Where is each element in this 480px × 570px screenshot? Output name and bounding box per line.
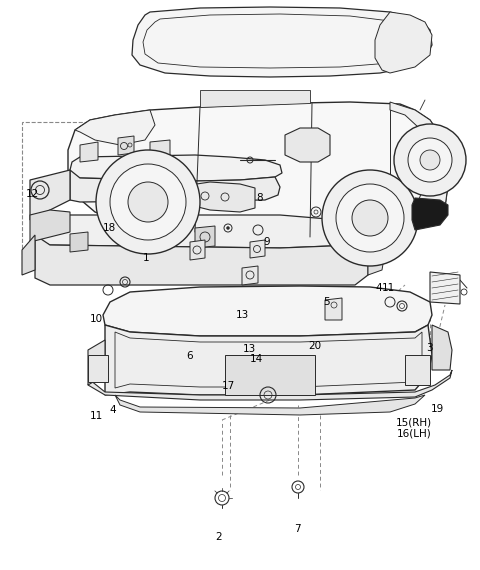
Polygon shape (80, 142, 98, 162)
Polygon shape (225, 355, 315, 395)
Polygon shape (242, 266, 258, 285)
Text: 3: 3 (426, 343, 433, 353)
Polygon shape (132, 7, 432, 77)
Text: 20: 20 (308, 341, 321, 351)
Circle shape (227, 226, 229, 230)
Polygon shape (285, 128, 330, 162)
Polygon shape (368, 235, 385, 275)
Circle shape (110, 164, 186, 240)
Polygon shape (88, 340, 105, 385)
Circle shape (420, 150, 440, 170)
Polygon shape (432, 325, 452, 370)
Polygon shape (88, 355, 108, 382)
Text: 1: 1 (143, 253, 150, 263)
Text: 18: 18 (103, 223, 116, 233)
Polygon shape (68, 102, 448, 237)
Polygon shape (325, 298, 342, 320)
Text: 11: 11 (382, 283, 396, 293)
Polygon shape (390, 102, 448, 233)
Polygon shape (70, 155, 282, 181)
Polygon shape (22, 235, 35, 275)
Text: 7: 7 (294, 524, 301, 534)
Polygon shape (115, 395, 425, 415)
Circle shape (128, 182, 168, 222)
Polygon shape (405, 355, 430, 385)
Polygon shape (75, 110, 155, 145)
Circle shape (336, 184, 404, 252)
Polygon shape (70, 232, 88, 252)
Text: 6: 6 (186, 351, 193, 361)
Text: 14: 14 (250, 354, 264, 364)
Polygon shape (375, 12, 432, 73)
Polygon shape (103, 286, 432, 336)
Polygon shape (70, 170, 280, 202)
Circle shape (408, 138, 452, 182)
Polygon shape (35, 235, 368, 285)
Text: 10: 10 (89, 314, 103, 324)
Polygon shape (195, 226, 215, 248)
Text: 4: 4 (109, 405, 116, 416)
Polygon shape (105, 325, 432, 395)
Circle shape (352, 200, 388, 236)
Polygon shape (88, 370, 452, 400)
Polygon shape (35, 215, 368, 248)
Text: 2: 2 (215, 532, 222, 542)
Text: 12: 12 (26, 189, 39, 199)
Text: 4: 4 (376, 283, 383, 293)
Text: 13: 13 (236, 310, 249, 320)
Polygon shape (118, 136, 134, 155)
Circle shape (394, 124, 466, 196)
Polygon shape (190, 240, 205, 260)
Polygon shape (250, 240, 265, 258)
Text: 8: 8 (256, 193, 263, 203)
Polygon shape (190, 182, 255, 212)
Text: 13: 13 (243, 344, 256, 354)
Circle shape (322, 170, 418, 266)
Text: 5: 5 (323, 297, 330, 307)
Polygon shape (430, 272, 460, 304)
Polygon shape (200, 90, 310, 107)
Text: 9: 9 (263, 237, 270, 247)
Polygon shape (30, 170, 70, 220)
Polygon shape (30, 210, 70, 242)
Text: 19: 19 (431, 404, 444, 414)
Circle shape (96, 150, 200, 254)
Text: 15(RH): 15(RH) (396, 418, 432, 428)
Text: 17: 17 (221, 381, 235, 392)
Polygon shape (150, 140, 170, 160)
Text: 11: 11 (89, 411, 103, 421)
Text: 16(LH): 16(LH) (396, 428, 431, 438)
Polygon shape (412, 198, 448, 230)
